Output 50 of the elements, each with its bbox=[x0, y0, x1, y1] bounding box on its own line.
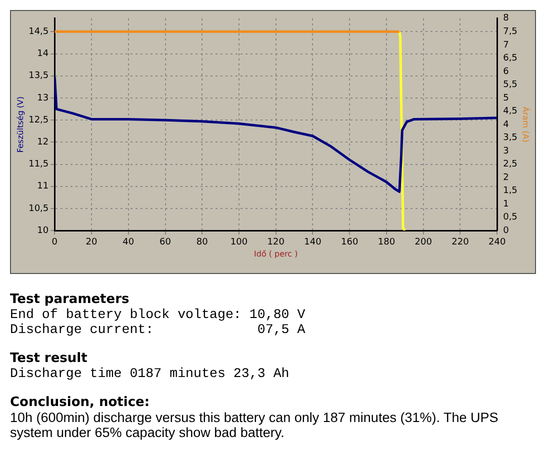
x-tick-label: 200 bbox=[414, 237, 432, 248]
y2-tick-label: 8 bbox=[503, 14, 510, 24]
text: Discharge current: 07,5 A bbox=[10, 322, 306, 337]
y2-tick-label: 0,5 bbox=[503, 212, 518, 223]
y2-tick-label: 3,5 bbox=[503, 133, 518, 144]
x-tick-label: 40 bbox=[122, 237, 134, 248]
y2-tick-label: 0 bbox=[503, 226, 510, 236]
text: 10h (600min) discharge versus this battery can only 187 minutes (31%). The UPS system under 65% capacity show bad battery. bbox=[10, 410, 500, 440]
y2-tick-label: 1 bbox=[503, 199, 509, 210]
x-tick-label: 20 bbox=[86, 237, 98, 248]
y-tick-label: 10,5 bbox=[28, 204, 49, 214]
y-tick-label: 12 bbox=[37, 138, 49, 148]
x-tick-label: 120 bbox=[267, 237, 285, 248]
y-axis-title: Feszültség (V) bbox=[16, 96, 25, 153]
y-tick-label: 11 bbox=[37, 182, 49, 192]
y2-tick-label: 2,5 bbox=[503, 160, 518, 170]
x-tick-label: 220 bbox=[452, 237, 470, 248]
y-tick-label: 13,5 bbox=[28, 71, 49, 82]
text: End of battery block voltage: 10,80 V bbox=[10, 307, 306, 322]
y-tick-label: 14,5 bbox=[28, 27, 49, 38]
y2-tick-label: 6,5 bbox=[503, 54, 518, 64]
x-tick-label: 80 bbox=[196, 237, 208, 248]
y2-tick-label: 7,5 bbox=[503, 27, 518, 38]
text: Test parameters bbox=[10, 292, 130, 307]
y-tick-label: 11,5 bbox=[28, 160, 49, 170]
y2-tick-label: 4 bbox=[503, 120, 510, 130]
text: Conclusion, notice: bbox=[10, 395, 151, 410]
y2-tick-label: 5 bbox=[503, 93, 509, 104]
y2-tick-label: 1,5 bbox=[503, 186, 518, 196]
y-tick-label: 12,5 bbox=[28, 115, 49, 126]
x-tick-label: 180 bbox=[378, 237, 396, 248]
x-axis-title: Idő ( perc ) bbox=[254, 249, 298, 258]
y-tick-label: 13 bbox=[37, 93, 49, 104]
y2-axis-title: Áram (A) bbox=[521, 106, 532, 142]
y2-tick-label: 5,5 bbox=[503, 80, 518, 90]
y-tick-label: 14 bbox=[37, 49, 49, 60]
x-tick-label: 160 bbox=[341, 237, 358, 248]
x-tick-label: 100 bbox=[230, 237, 248, 248]
y2-tick-label: 4,5 bbox=[503, 106, 518, 117]
x-tick-label: 240 bbox=[488, 237, 506, 248]
y2-tick-label: 7 bbox=[503, 40, 509, 50]
y2-tick-label: 3 bbox=[503, 146, 509, 156]
x-tick-label: 140 bbox=[304, 237, 322, 248]
y2-tick-label: 2 bbox=[503, 172, 509, 183]
x-tick-label: 0 bbox=[52, 237, 58, 248]
text: Discharge time 0187 minutes 23,3 Ah bbox=[10, 366, 290, 381]
text: Test result bbox=[10, 351, 88, 366]
y-tick-label: 10 bbox=[37, 226, 49, 236]
x-tick-label: 60 bbox=[160, 237, 172, 248]
y2-tick-label: 6 bbox=[503, 66, 510, 77]
